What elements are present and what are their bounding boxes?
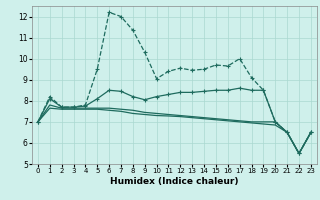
X-axis label: Humidex (Indice chaleur): Humidex (Indice chaleur) — [110, 177, 239, 186]
